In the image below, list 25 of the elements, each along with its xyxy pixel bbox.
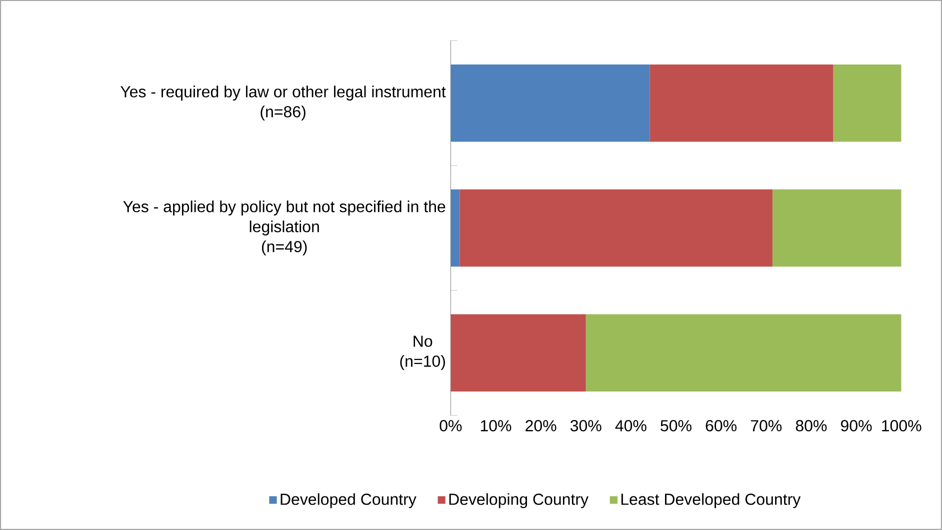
bar [450,64,650,142]
bar [460,189,772,267]
x-tick-label: 100% [882,420,922,432]
x-tick-label: 0% [440,420,462,432]
x-tick-label: 70% [750,420,782,432]
y-tick-label: No (n=10) [400,336,445,370]
legend-label: Developing Country [449,493,588,508]
x-tick-label: 20% [526,420,556,432]
y-tick-label: Yes - applied by policy but not specified in the legislation (n=49) [123,200,446,256]
x-tick-label: 80% [796,420,827,432]
x-tick-label: 40% [615,420,646,432]
bar [586,314,902,392]
bar [833,64,902,142]
x-tick-label: 50% [660,420,692,432]
legend-label: Developed Country [280,493,416,508]
x-tick-label: 10% [480,420,512,432]
bar [650,64,834,142]
bar [450,314,586,392]
bar [450,189,460,267]
x-tick-label: 30% [570,420,602,432]
x-tick-label: 60% [706,420,736,432]
legend-label: Least Developed Country [621,493,801,508]
y-tick-label: Yes - required by law or other legal instrument (n=86) [120,86,446,121]
x-tick-label: 90% [841,420,872,432]
bar [772,189,902,267]
